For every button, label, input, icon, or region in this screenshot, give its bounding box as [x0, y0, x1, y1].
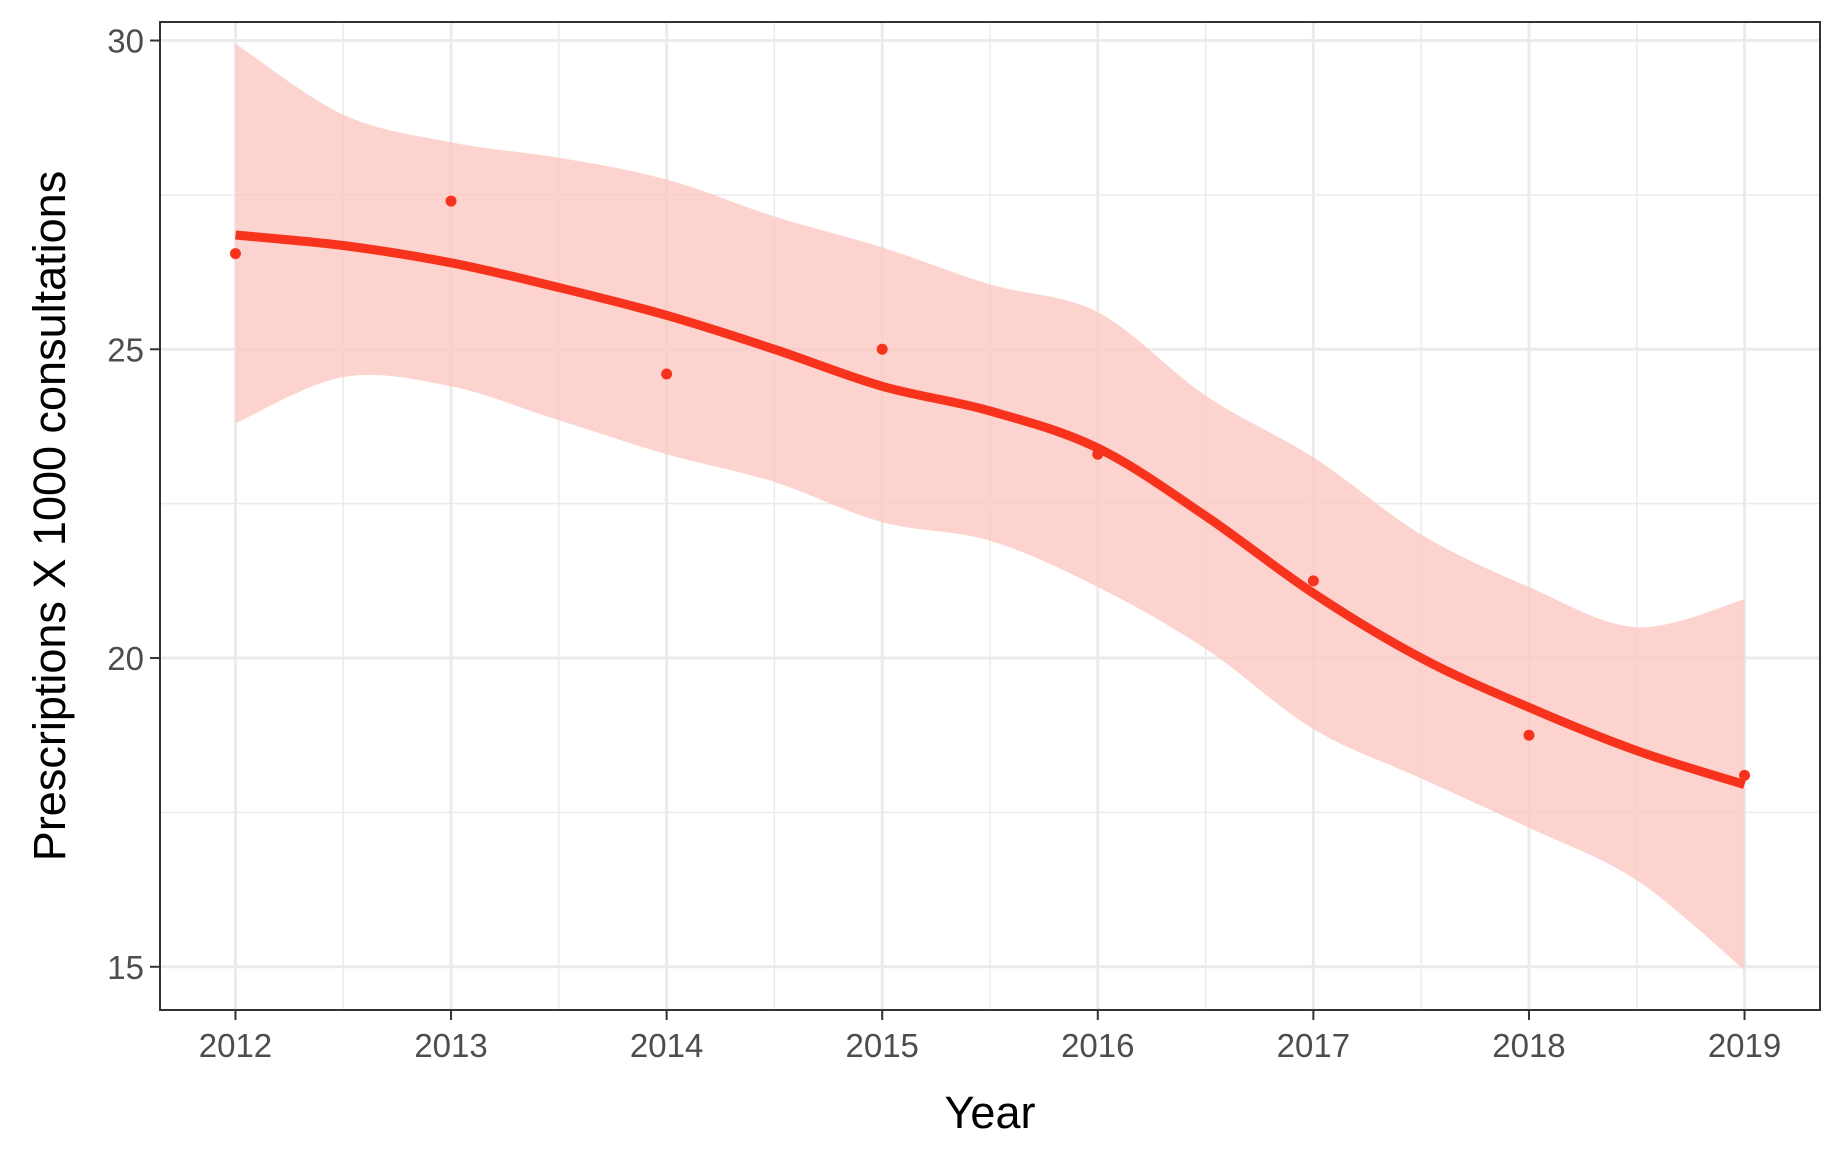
data-point	[445, 195, 457, 207]
plot-panel-border	[159, 21, 1821, 1011]
confidence-band	[235, 43, 1745, 970]
confidence-band-layer	[235, 43, 1745, 970]
y-tick-label: 20	[107, 640, 144, 677]
data-point	[229, 248, 241, 260]
axes: 2012 2013 2014 2015 2016 2017 2018 2019 15 20 25 30	[107, 23, 1781, 1064]
smooth-fit-line	[235, 230, 1746, 789]
x-tick-label: 2016	[1061, 1027, 1134, 1064]
x-tick-label: 2015	[845, 1027, 918, 1064]
data-point	[1739, 769, 1751, 781]
x-tick-label: 2014	[630, 1027, 703, 1064]
data-points-layer	[229, 195, 1751, 781]
x-axis-title: Year	[945, 1087, 1036, 1138]
y-tick-label: 25	[107, 331, 144, 368]
x-tick-label: 2013	[414, 1027, 487, 1064]
data-point	[661, 368, 673, 380]
x-tick-label: 2019	[1708, 1027, 1781, 1064]
smooth-fit-layer	[235, 230, 1746, 789]
data-point	[1523, 729, 1535, 741]
x-tick-label: 2017	[1277, 1027, 1350, 1064]
y-tick-label: 30	[107, 23, 144, 60]
data-point	[1307, 575, 1319, 587]
data-point	[876, 343, 888, 355]
data-point	[1092, 448, 1104, 460]
y-axis-title: Prescriptions X 1000 consultations	[24, 171, 75, 861]
x-tick-label: 2018	[1492, 1027, 1565, 1064]
x-tick-label: 2012	[199, 1027, 272, 1064]
y-tick-label: 15	[107, 949, 144, 986]
